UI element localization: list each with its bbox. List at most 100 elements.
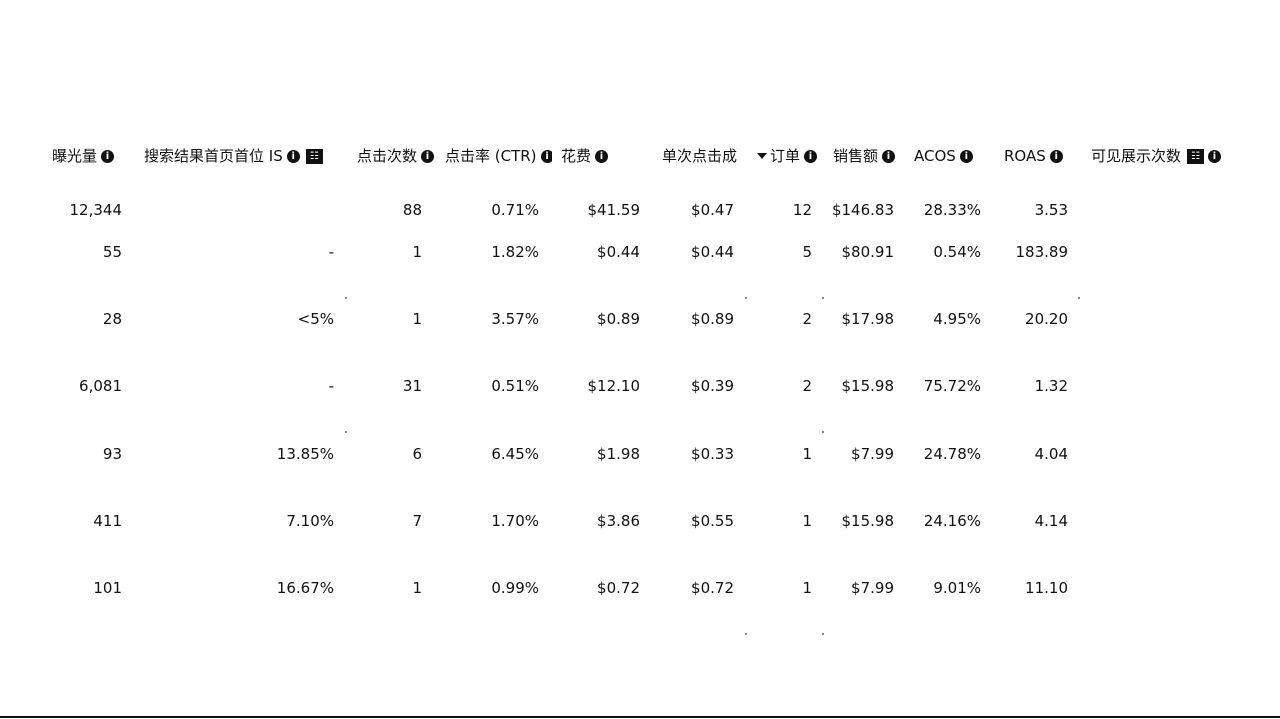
cell-top-of-search-is: 16.67% bbox=[276, 579, 334, 597]
divider bbox=[745, 633, 747, 635]
column-header-label: 点击率 (CTR) bbox=[445, 147, 537, 165]
cell-impressions: 55 bbox=[102, 243, 122, 261]
cell-top-of-search-is: 7.10% bbox=[286, 512, 334, 530]
column-header-label: 搜索结果首页首位 IS bbox=[144, 147, 283, 165]
cell-roas: 183.89 bbox=[1015, 243, 1069, 261]
column-header-label: 销售额 bbox=[833, 147, 879, 165]
cell-top-of-search-is: <5% bbox=[297, 310, 334, 328]
info-icon[interactable] bbox=[804, 149, 818, 163]
column-header-clicks[interactable]: 点击次数 bbox=[357, 145, 437, 167]
info-icon[interactable] bbox=[540, 149, 552, 163]
cell-orders: 1 bbox=[802, 445, 812, 463]
column-header-label: ROAS bbox=[1004, 147, 1046, 165]
cell-cpc: $0.55 bbox=[691, 512, 734, 530]
cell-clicks: 6 bbox=[412, 445, 422, 463]
column-header-roas[interactable]: ROAS bbox=[1004, 145, 1068, 167]
column-header-acos[interactable]: ACOS bbox=[914, 145, 982, 167]
divider bbox=[822, 431, 824, 433]
cell-top-of-search-is: 13.85% bbox=[276, 445, 334, 463]
cell-roas: 1.32 bbox=[1034, 377, 1068, 395]
table-bottom-border bbox=[0, 716, 1280, 718]
column-header-impressions[interactable]: 曝光量 bbox=[52, 145, 127, 167]
cell-acos: 75.72% bbox=[923, 377, 981, 395]
column-header-label: 可见展示次数 bbox=[1091, 147, 1182, 165]
cell-cpc: $0.72 bbox=[691, 579, 734, 597]
divider bbox=[822, 297, 824, 299]
cell-acos: 28.33% bbox=[923, 201, 981, 219]
column-header-label: 订单 bbox=[770, 147, 801, 165]
cell-top-of-search-is: - bbox=[328, 377, 334, 395]
cell-impressions: 28 bbox=[102, 310, 122, 328]
cell-ctr: 6.45% bbox=[491, 445, 539, 463]
cell-spend: $3.86 bbox=[597, 512, 640, 530]
cell-impressions: 101 bbox=[93, 579, 122, 597]
cell-cpc: $0.33 bbox=[691, 445, 734, 463]
cell-spend: $1.98 bbox=[597, 445, 640, 463]
cell-roas: 4.14 bbox=[1034, 512, 1068, 530]
cell-impressions: 6,081 bbox=[79, 377, 122, 395]
cell-orders: 1 bbox=[802, 512, 812, 530]
column-header-sales[interactable]: 销售额 bbox=[833, 145, 905, 167]
cell-orders: 2 bbox=[802, 377, 812, 395]
column-header-top-of-search-is[interactable]: 搜索结果首页首位 IS bbox=[144, 145, 346, 167]
column-header-ctr[interactable]: 点击率 (CTR) bbox=[445, 145, 552, 167]
sort-descending-icon[interactable] bbox=[757, 153, 767, 159]
cell-orders: 5 bbox=[802, 243, 812, 261]
info-icon[interactable] bbox=[1208, 149, 1222, 163]
cell-cpc: $0.47 bbox=[691, 201, 734, 219]
cell-cpc: $0.89 bbox=[691, 310, 734, 328]
cell-ctr: 3.57% bbox=[491, 310, 539, 328]
cell-impressions: 12,344 bbox=[69, 201, 123, 219]
cell-orders: 1 bbox=[802, 579, 812, 597]
cell-ctr: 0.51% bbox=[491, 377, 539, 395]
cell-roas: 20.20 bbox=[1025, 310, 1068, 328]
cell-cpc: $0.39 bbox=[691, 377, 734, 395]
divider bbox=[345, 297, 347, 299]
cell-top-of-search-is bbox=[200, 200, 334, 220]
info-icon[interactable] bbox=[595, 149, 609, 163]
info-icon[interactable] bbox=[101, 149, 115, 163]
cell-sales: $80.91 bbox=[841, 243, 895, 261]
info-icon[interactable] bbox=[1049, 149, 1063, 163]
column-header-label: 单次点击成 bbox=[662, 147, 738, 165]
cell-spend: $0.89 bbox=[597, 310, 640, 328]
column-settings-icon[interactable] bbox=[305, 148, 323, 164]
column-header-label: ACOS bbox=[914, 147, 956, 165]
info-icon[interactable] bbox=[959, 149, 973, 163]
cell-clicks: 7 bbox=[412, 512, 422, 530]
cell-sales: $7.99 bbox=[851, 579, 894, 597]
cell-acos: 0.54% bbox=[933, 243, 981, 261]
info-icon[interactable] bbox=[286, 149, 300, 163]
column-header-label: 点击次数 bbox=[357, 147, 418, 165]
cell-roas: 11.10 bbox=[1025, 579, 1068, 597]
column-header-viewable-impressions[interactable]: 可见展示次数 bbox=[1091, 145, 1251, 167]
column-header-spend[interactable]: 花费 bbox=[561, 145, 617, 167]
column-header-orders[interactable]: 订单 bbox=[757, 145, 825, 167]
cell-spend: $41.59 bbox=[587, 201, 641, 219]
cell-ctr: 1.82% bbox=[491, 243, 539, 261]
cell-roas: 4.04 bbox=[1034, 445, 1068, 463]
cell-acos: 9.01% bbox=[933, 579, 981, 597]
cell-sales: $15.98 bbox=[841, 512, 895, 530]
cell-sales: $7.99 bbox=[851, 445, 894, 463]
cell-impressions: 93 bbox=[102, 445, 122, 463]
cell-acos: 4.95% bbox=[933, 310, 981, 328]
cell-spend: $0.44 bbox=[597, 243, 640, 261]
cell-roas: 3.53 bbox=[1034, 201, 1068, 219]
cell-acos: 24.78% bbox=[923, 445, 981, 463]
column-header-label: 花费 bbox=[561, 147, 592, 165]
info-icon[interactable] bbox=[421, 149, 435, 163]
cell-top-of-search-is: - bbox=[328, 243, 334, 261]
column-settings-icon[interactable] bbox=[1187, 148, 1205, 164]
cell-ctr: 1.70% bbox=[491, 512, 539, 530]
info-icon[interactable] bbox=[882, 149, 896, 163]
cell-orders: 2 bbox=[802, 310, 812, 328]
cell-acos: 24.16% bbox=[923, 512, 981, 530]
cell-clicks: 1 bbox=[412, 310, 422, 328]
cell-ctr: 0.71% bbox=[491, 201, 539, 219]
column-header-cpc[interactable]: 单次点击成 bbox=[662, 145, 748, 167]
cell-sales: $15.98 bbox=[841, 377, 895, 395]
cell-clicks: 31 bbox=[402, 377, 422, 395]
cell-impressions: 411 bbox=[93, 512, 122, 530]
